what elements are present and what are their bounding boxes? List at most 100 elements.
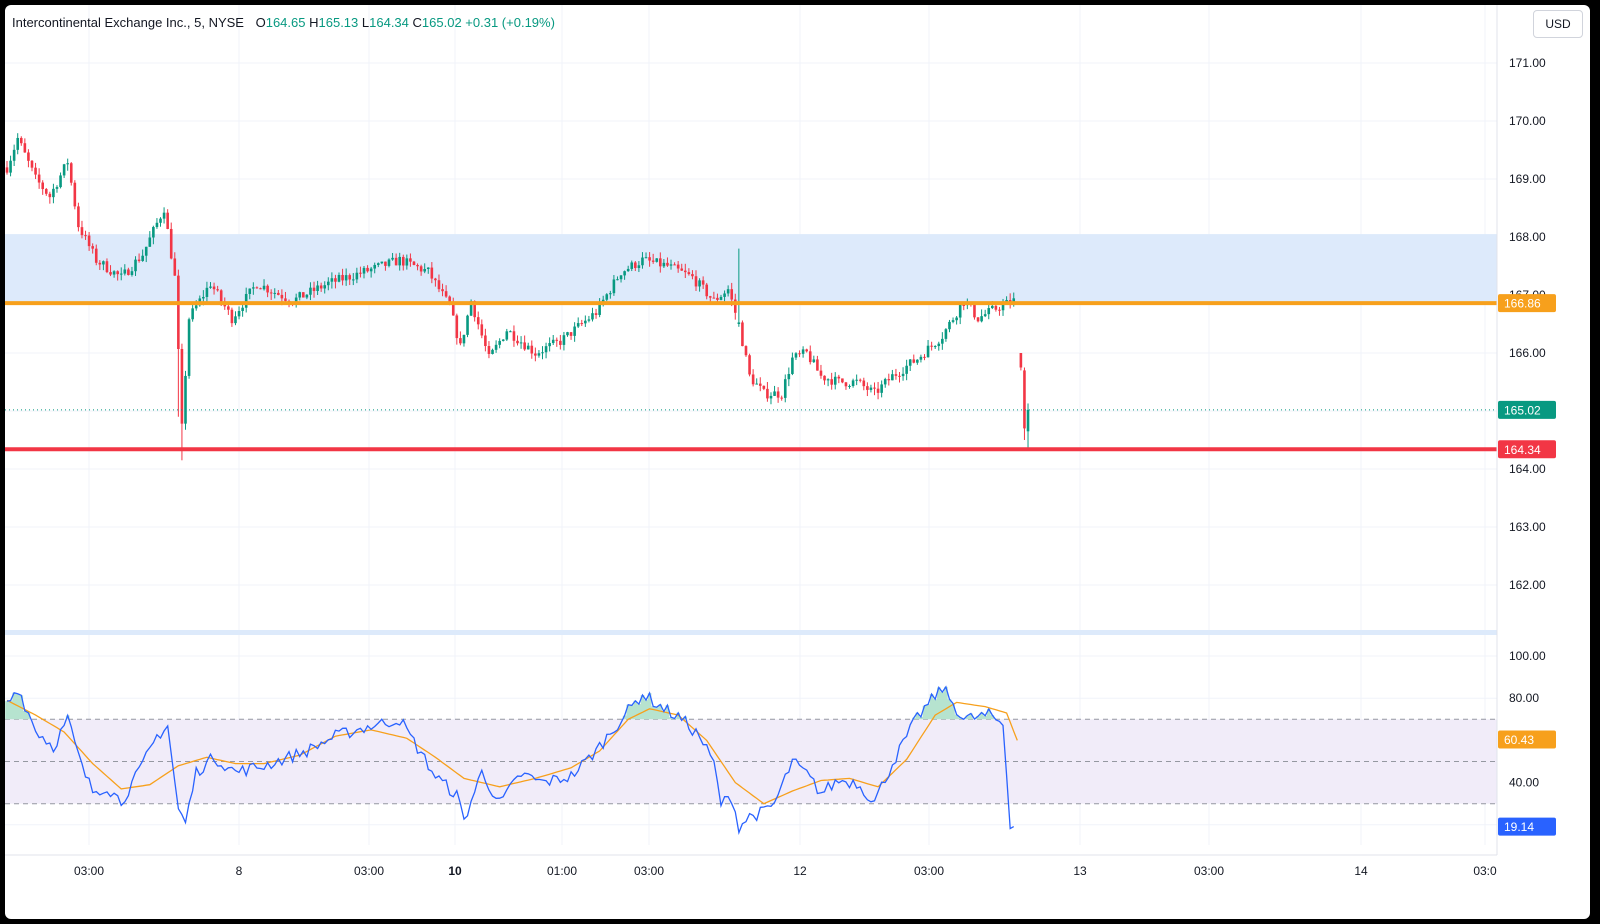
candle[interactable] — [673, 264, 676, 266]
candle[interactable] — [755, 383, 758, 385]
candle[interactable] — [455, 315, 459, 339]
candle[interactable] — [416, 264, 419, 267]
candle[interactable] — [380, 261, 384, 264]
candle[interactable] — [519, 342, 523, 344]
candle[interactable] — [155, 222, 159, 228]
candle[interactable] — [351, 279, 355, 281]
candle[interactable] — [612, 279, 616, 294]
candle[interactable] — [227, 306, 230, 310]
candle[interactable] — [419, 266, 423, 272]
candle[interactable] — [723, 293, 726, 297]
candle[interactable] — [780, 397, 783, 399]
candle[interactable] — [1019, 353, 1023, 368]
candle[interactable] — [255, 287, 259, 289]
candle[interactable] — [584, 320, 587, 324]
candle[interactable] — [716, 297, 719, 300]
candle[interactable] — [309, 287, 312, 295]
candle[interactable] — [116, 271, 119, 275]
candle[interactable] — [712, 297, 716, 299]
rsi-ma-value-tag[interactable]: 60.43 — [1498, 730, 1556, 749]
candle[interactable] — [194, 305, 198, 309]
candle[interactable] — [705, 284, 709, 297]
candle[interactable] — [444, 291, 448, 297]
candle[interactable] — [1023, 370, 1026, 429]
support-price-tag[interactable]: 164.34 — [1498, 440, 1556, 459]
candle[interactable] — [327, 281, 330, 286]
candle[interactable] — [284, 298, 287, 301]
candle[interactable] — [951, 320, 955, 322]
candle[interactable] — [680, 268, 684, 271]
candle[interactable] — [37, 174, 41, 183]
candle[interactable] — [177, 275, 180, 350]
candle[interactable] — [923, 356, 926, 358]
candle[interactable] — [9, 160, 12, 173]
candle[interactable] — [594, 313, 598, 315]
candle[interactable] — [530, 345, 534, 354]
candle[interactable] — [873, 387, 876, 389]
candle[interactable] — [1001, 303, 1005, 311]
candle[interactable] — [766, 388, 769, 399]
candle[interactable] — [666, 262, 669, 266]
candle[interactable] — [876, 388, 880, 393]
candle[interactable] — [337, 274, 341, 282]
candle[interactable] — [512, 331, 516, 341]
candle[interactable] — [369, 268, 373, 272]
candle[interactable] — [216, 289, 219, 291]
candle[interactable] — [66, 163, 69, 165]
candle[interactable] — [980, 316, 983, 322]
candle[interactable] — [591, 313, 594, 320]
candle[interactable] — [391, 257, 394, 260]
candle[interactable] — [866, 386, 869, 390]
candle[interactable] — [441, 289, 444, 292]
candle[interactable] — [112, 271, 116, 275]
candle[interactable] — [494, 344, 498, 350]
candle[interactable] — [23, 143, 27, 153]
candle[interactable] — [105, 261, 109, 273]
chart-canvas[interactable]: 171.00170.00169.00168.00167.00166.00165.… — [5, 5, 1590, 919]
candle[interactable] — [209, 286, 212, 288]
candle[interactable] — [869, 387, 873, 390]
candle[interactable] — [162, 212, 166, 219]
candle[interactable] — [412, 261, 416, 265]
candle[interactable] — [469, 300, 473, 316]
candle[interactable] — [684, 270, 687, 273]
candle[interactable] — [908, 359, 912, 366]
candle[interactable] — [476, 317, 480, 325]
candle[interactable] — [609, 293, 612, 295]
candle[interactable] — [5, 167, 9, 173]
candle[interactable] — [73, 182, 77, 207]
candle[interactable] — [976, 317, 980, 322]
candle[interactable] — [423, 268, 426, 272]
candle[interactable] — [137, 259, 141, 262]
candle[interactable] — [341, 274, 344, 281]
candle[interactable] — [798, 353, 801, 355]
candle[interactable] — [551, 339, 555, 344]
rsi-value-tag[interactable]: 19.14 — [1498, 817, 1556, 836]
candle[interactable] — [387, 259, 391, 266]
candle[interactable] — [955, 317, 958, 321]
rsi-ma-line[interactable] — [6, 699, 1018, 805]
price-axis[interactable]: 171.00170.00169.00168.00167.00166.00165.… — [1496, 5, 1556, 855]
candle[interactable] — [409, 258, 412, 262]
candle[interactable] — [141, 255, 144, 262]
candle[interactable] — [123, 269, 127, 274]
candle[interactable] — [637, 265, 641, 269]
candle[interactable] — [933, 346, 937, 348]
candle[interactable] — [330, 278, 334, 282]
candle[interactable] — [505, 331, 509, 340]
candle[interactable] — [973, 304, 976, 318]
candle[interactable] — [544, 346, 548, 353]
candle[interactable] — [180, 349, 184, 424]
candle[interactable] — [733, 299, 737, 313]
candle[interactable] — [641, 257, 644, 266]
candle[interactable] — [451, 304, 455, 316]
candle[interactable] — [473, 300, 476, 318]
candle[interactable] — [676, 264, 680, 269]
candle[interactable] — [573, 326, 576, 336]
candle[interactable] — [687, 272, 691, 275]
candle[interactable] — [237, 311, 241, 317]
candle[interactable] — [523, 342, 526, 350]
candle[interactable] — [312, 287, 316, 292]
candle[interactable] — [102, 261, 105, 265]
candle[interactable] — [891, 374, 894, 381]
